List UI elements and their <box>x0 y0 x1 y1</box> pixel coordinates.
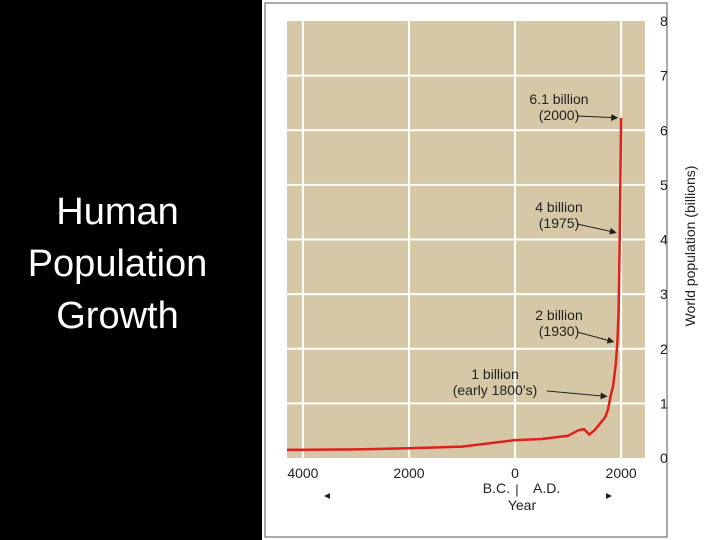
y-tick-label: 6 <box>660 122 668 138</box>
grid-lines <box>287 21 645 458</box>
x-axis-label: Year <box>508 497 537 513</box>
slide-title-line: Human <box>56 191 179 233</box>
annotation: 6.1 billion(2000) <box>529 91 619 123</box>
annotation-arrow <box>576 114 619 122</box>
y-tick-label: 8 <box>660 13 668 29</box>
axis-layer: 0 1 2 3 4 5 6 7 8 4000 2000 0 2000 <box>287 13 668 481</box>
annotation-layer: 6.1 billion(2000) 4 billion(1975) 2 billio… <box>453 91 619 400</box>
annotation: 2 billion(1930) <box>535 307 615 344</box>
y-tick-label: 1 <box>660 395 668 411</box>
bc-direction-arrow <box>324 493 330 499</box>
slide-title-line: Population <box>27 243 208 285</box>
x-tick-label: 2000 <box>606 465 637 481</box>
annotation-arrow <box>546 390 608 400</box>
ad-direction-arrow <box>606 493 612 499</box>
y-tick-label: 4 <box>660 232 668 248</box>
annotation-label: 2 billion <box>535 307 582 323</box>
slide-title-line: Growth <box>56 295 179 337</box>
annotation-arrow <box>576 331 615 344</box>
annotation-label: 1 billion <box>471 366 518 382</box>
curve-layer <box>286 117 623 452</box>
era-divider: | <box>515 482 518 497</box>
era-label-ad: A.D. <box>533 480 560 496</box>
y-tick-label: 5 <box>660 177 668 193</box>
annotation: 1 billion(early 1800’s) <box>453 366 608 400</box>
y-tick-label: 2 <box>660 341 668 357</box>
x-tick-label: 0 <box>511 465 519 481</box>
plot-frame <box>264 2 668 538</box>
y-tick-label: 7 <box>660 68 668 84</box>
slide-title: Human Population Growth <box>0 186 235 342</box>
annotation: 4 billion(1975) <box>535 199 617 235</box>
x-tick-label: 2000 <box>393 465 424 481</box>
y-axis-label: World population (billions) <box>682 166 698 327</box>
annotation-arrow <box>576 223 617 235</box>
annotation-label: (1975) <box>539 215 579 231</box>
population-chart: 6.1 billion(2000) 4 billion(1975) 2 billio… <box>264 2 698 538</box>
figure-panel: 6.1 billion (2000) 4 billion (1975) 2 billio… <box>262 0 720 540</box>
era-label-bc: B.C. <box>483 480 510 496</box>
x-tick-label: 4000 <box>287 465 318 481</box>
population-curve <box>286 117 623 452</box>
y-tick-label: 0 <box>660 450 668 466</box>
annotation-label: (1930) <box>539 323 579 339</box>
annotation-label: 4 billion <box>535 199 582 215</box>
y-tick-label: 3 <box>660 286 668 302</box>
annotation-label: 6.1 billion <box>529 91 588 107</box>
annotation-label: (2000) <box>539 107 579 123</box>
annotation-label: (early 1800’s) <box>453 382 538 398</box>
